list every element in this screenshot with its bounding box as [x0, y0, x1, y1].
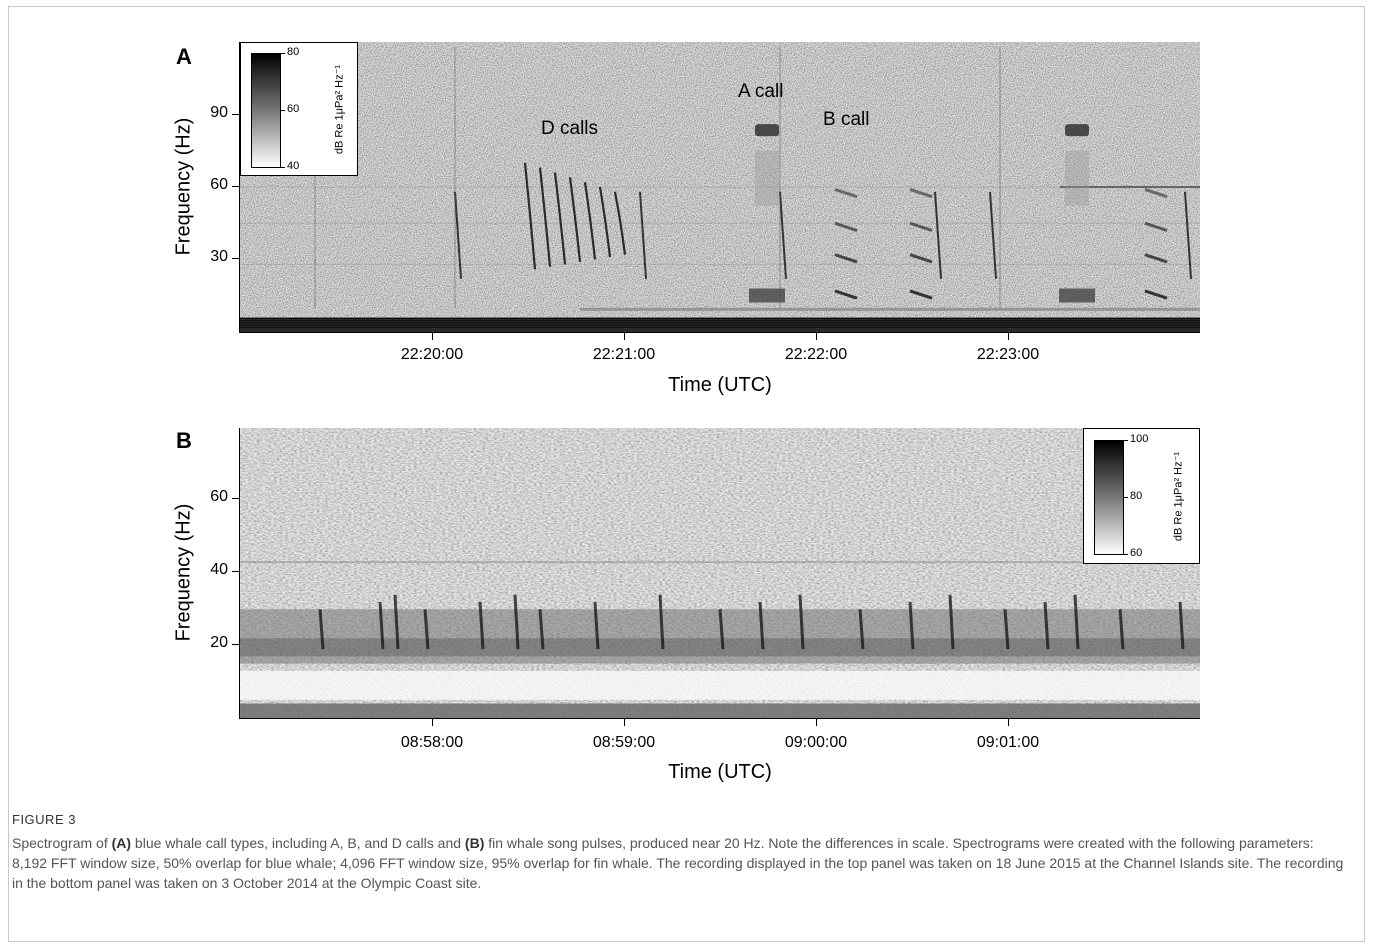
colorbar-a-gradient	[251, 53, 281, 168]
xtick-b-4	[1008, 719, 1009, 726]
xtick-a-1	[432, 333, 433, 340]
xtick-a-4	[1008, 333, 1009, 340]
x-axis-title-b: Time (UTC)	[668, 761, 772, 783]
ytick-label-b-20: 20	[210, 634, 228, 651]
spectrogram-a-image	[240, 42, 1200, 332]
spectrogram-b	[240, 428, 1200, 718]
spectrogram-b-image	[240, 428, 1200, 718]
ytick-a-90	[232, 114, 239, 115]
ytick-b-20	[232, 644, 239, 645]
cb-b-max: 100	[1130, 433, 1149, 445]
xtick-label-b-4: 09:01:00	[976, 734, 1040, 751]
x-axis-b	[239, 718, 1200, 719]
ytick-a-60	[232, 186, 239, 187]
ytick-a-30	[232, 258, 239, 259]
x-axis-a	[239, 332, 1200, 333]
cb-a-mid: 60	[287, 103, 300, 115]
ytick-b-40	[232, 571, 239, 572]
figure-caption: FIGURE 3 Spectrogram of (A) blue whale c…	[12, 812, 1352, 893]
cb-a-title: dB Re 1μPa² Hz⁻¹	[333, 64, 346, 155]
annotation-b-call: B call	[823, 109, 870, 130]
xtick-label-a-1: 22:20:00	[400, 346, 464, 363]
ytick-b-60	[232, 498, 239, 499]
caption-ref-b: (B)	[464, 835, 485, 851]
ytick-label-a-60: 60	[210, 176, 228, 193]
cb-b-mid: 80	[1130, 490, 1143, 502]
annotation-d-calls: D calls	[541, 118, 599, 139]
xtick-label-a-4: 22:23:00	[976, 346, 1040, 363]
cb-b-title: dB Re 1μPa² Hz⁻¹	[1172, 451, 1185, 542]
ytick-label-b-60: 60	[210, 488, 228, 505]
xtick-a-2	[624, 333, 625, 340]
cb-a-tick-mid	[281, 110, 285, 111]
cb-b-tick-max	[1124, 440, 1128, 441]
caption-part-3: fin whale song pulses, produced near 20 …	[12, 835, 1344, 891]
colorbar-a: 80 60 40 dB Re 1μPa² Hz⁻¹	[240, 42, 358, 176]
colorbar-b: 100 80 60 dB Re 1μPa² Hz⁻¹	[1083, 428, 1200, 564]
xtick-b-3	[816, 719, 817, 726]
cb-a-tick-max	[281, 53, 285, 54]
cb-a-max: 80	[287, 46, 300, 58]
ytick-label-a-90: 90	[210, 104, 228, 121]
figure-label: FIGURE 3	[12, 812, 76, 827]
ytick-label-b-40: 40	[210, 561, 228, 578]
caption-ref-a: (A)	[111, 835, 132, 851]
xtick-label-a-2: 22:21:00	[592, 346, 656, 363]
xtick-label-b-3: 09:00:00	[784, 734, 848, 751]
y-axis-title-a: Frequency (Hz)	[172, 117, 195, 256]
annotation-a-call: A call	[738, 81, 784, 102]
y-axis-b	[239, 428, 240, 719]
caption-part-1: Spectrogram of	[12, 835, 112, 851]
xtick-a-3	[816, 333, 817, 340]
cb-a-tick-min	[281, 167, 285, 168]
cb-a-min: 40	[287, 160, 300, 172]
panel-a-label: A	[176, 44, 192, 69]
x-axis-title-a: Time (UTC)	[668, 374, 772, 396]
ytick-label-a-30: 30	[210, 248, 228, 265]
xtick-label-b-1: 08:58:00	[400, 734, 464, 751]
cb-b-tick-min	[1124, 554, 1128, 555]
colorbar-b-gradient	[1094, 440, 1124, 555]
spectrogram-a	[240, 42, 1200, 332]
y-axis-a	[239, 42, 240, 333]
panel-b-label: B	[176, 428, 192, 453]
caption-text: Spectrogram of (A) blue whale call types…	[12, 833, 1352, 893]
cb-b-min: 60	[1130, 547, 1143, 559]
xtick-b-1	[432, 719, 433, 726]
caption-part-2: blue whale call types, including A, B, a…	[131, 835, 465, 851]
cb-b-tick-mid	[1124, 497, 1128, 498]
xtick-b-2	[624, 719, 625, 726]
y-axis-title-b: Frequency (Hz)	[172, 503, 195, 642]
xtick-label-b-2: 08:59:00	[592, 734, 656, 751]
xtick-label-a-3: 22:22:00	[784, 346, 848, 363]
